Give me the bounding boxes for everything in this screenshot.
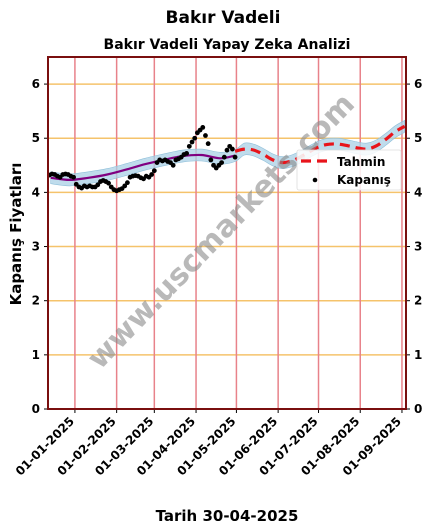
y-tick-label-right: 2 [414,294,422,308]
x-axis-label: Tarih 30-04-2025 [156,507,299,525]
legend-points-swatch [312,177,318,183]
closing-point [203,133,208,138]
y-tick-label: 2 [32,294,40,308]
closing-point [192,135,198,141]
closing-point [224,147,230,153]
y-tick-label-right: 5 [414,131,422,145]
y-tick-label-right: 3 [414,240,422,254]
y-tick-label-right: 0 [414,402,422,416]
trend-line [50,153,236,182]
y-tick-label: 3 [32,240,40,254]
y-tick-label-right: 6 [414,77,422,91]
y-tick-label: 6 [32,77,40,91]
closing-point [221,154,227,160]
y-axis-label: Kapanış Fiyatları [7,163,25,306]
y-tick-label: 5 [32,131,40,145]
legend: Tahmin Kapanış [296,149,402,191]
closing-point [184,150,190,156]
chart-title: Bakır Vadeli [166,8,281,28]
closing-point [205,141,211,147]
closing-point [170,162,176,168]
closing-point [149,172,155,177]
closing-point [208,157,214,163]
y-tick-label: 0 [32,402,40,416]
closing-point [189,139,195,145]
closing-point [186,143,192,149]
closing-point [125,180,130,186]
closing-point [219,160,225,166]
plot-frame [47,56,407,410]
closing-point [200,125,206,130]
y-tick-label-right: 1 [414,348,422,362]
closing-point [151,168,157,174]
closing-point [122,183,128,189]
y-tick-label-right: 4 [414,185,422,199]
watermark: www.uscmarkets.com [81,87,362,377]
y-tick-label: 4 [32,185,40,199]
forecast-line [234,124,406,165]
chart-subtitle: Bakır Vadeli Yapay Zeka Analizi [104,37,351,53]
y-tick-label: 1 [32,348,40,362]
closing-point [232,154,238,160]
closing-point [229,146,235,152]
closing-point [95,182,101,188]
closing-point [71,174,76,180]
closing-point [106,180,111,186]
legend-label-tahmin: Tahmin [337,155,385,169]
legend-label-kapanis: Kapanış [337,173,391,187]
